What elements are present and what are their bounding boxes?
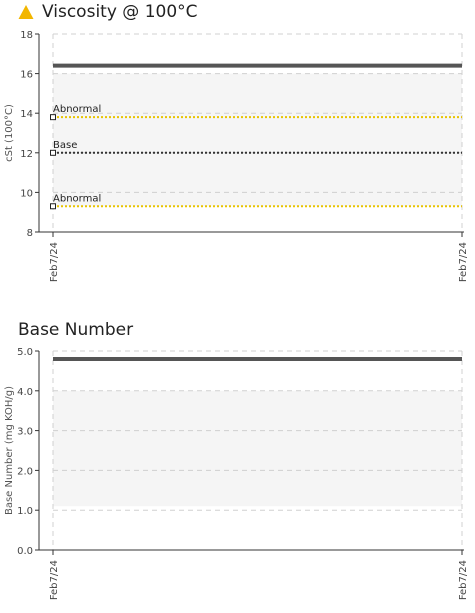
chart-0-ytick-label: 16	[20, 70, 33, 81]
chart-0-ytick-label: 18	[20, 30, 33, 41]
chart-0-ref-marker-2	[50, 203, 56, 210]
chart-0-ref-label-2: Abnormal	[53, 193, 101, 204]
base-number-chart-title: Base Number	[18, 320, 133, 340]
chart-1-ytick-label: 5.0	[17, 347, 33, 358]
chart-0-ref-marker-1	[50, 149, 56, 156]
base-number-chart: 0.0 1.0 2.0 3.0 4.0 5.0 Base Number (mg KOH/g)…	[4, 347, 469, 600]
chart-0-ylabel: cSt (100°C)	[4, 104, 15, 162]
chart-0-ytick-label: 14	[20, 109, 33, 120]
viscosity-title-text: Viscosity @ 100°C	[42, 2, 198, 22]
viscosity-chart: 8 10 12 14 16 18 cSt (100°C) Feb7/24 Feb7/24 Abno…	[4, 30, 469, 282]
chart-0-ytick-label: 8	[27, 228, 33, 239]
chart-0-ytick-label: 12	[20, 149, 33, 160]
chart-1-shaded-band	[53, 390, 462, 507]
chart-1-ylabel: Base Number (mg KOH/g)	[4, 386, 15, 515]
base-number-title-text: Base Number	[18, 320, 134, 340]
chart-1-ytick-label: 4.0	[17, 387, 33, 398]
chart-1-ytick-label: 3.0	[17, 427, 33, 438]
viscosity-chart-title: Viscosity @ 100°C	[18, 2, 198, 22]
chart-0-ref-label-1: Base	[53, 140, 77, 151]
chart-1-xtick-label: Feb7/24	[458, 560, 469, 600]
chart-1-ytick-label: 2.0	[17, 466, 33, 477]
chart-0-xtick-label: Feb7/24	[49, 242, 60, 282]
chart-1-ytick-label: 0.0	[17, 546, 33, 557]
chart-0-ref-label-0: Abnormal	[53, 104, 101, 115]
chart-1-xtick-label: Feb7/24	[49, 560, 60, 600]
chart-0-ytick-label: 10	[20, 188, 33, 199]
warning-triangle-icon	[18, 5, 34, 19]
chart-0-xtick-label: Feb7/24	[458, 242, 469, 282]
chart-0-shaded-band	[53, 73, 462, 207]
chart-0-ref-marker-0	[50, 114, 56, 121]
chart-1-ytick-label: 1.0	[17, 506, 33, 517]
